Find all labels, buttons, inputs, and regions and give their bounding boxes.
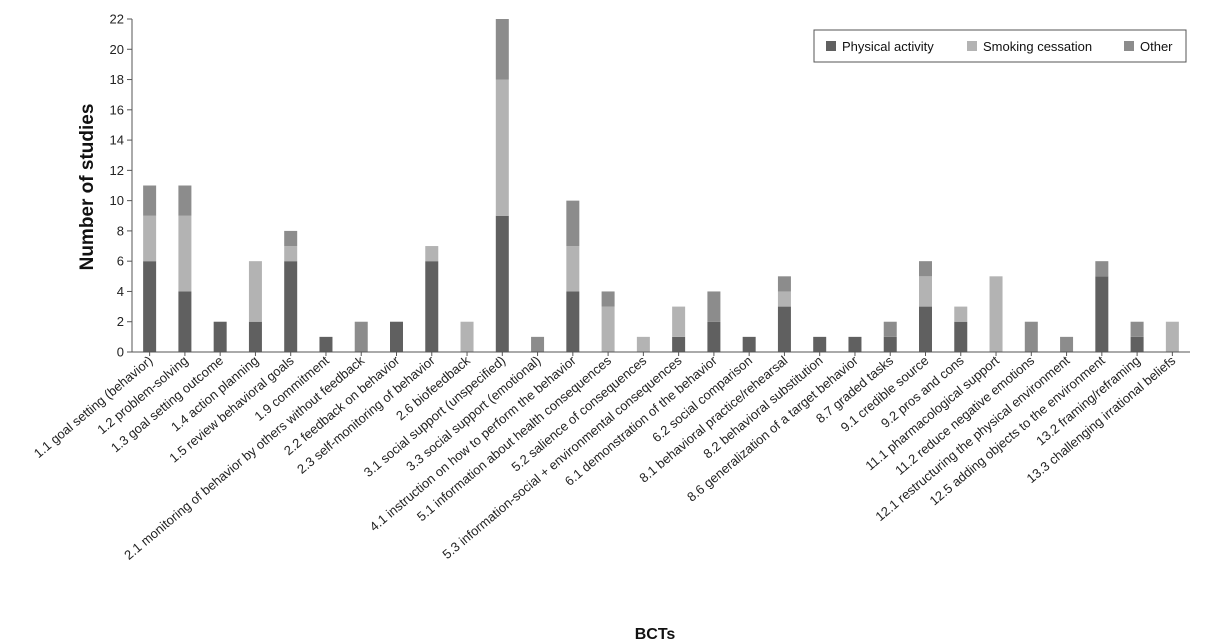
bar-segment: [601, 291, 615, 307]
y-axis-title: Number of studies: [77, 104, 98, 271]
bar-segment: [672, 306, 686, 337]
bar-segment: [1130, 321, 1144, 337]
y-tick-label: 0: [117, 345, 124, 360]
bar-segment: [143, 261, 157, 352]
bar-segment: [248, 261, 262, 322]
bar-segment: [531, 336, 545, 352]
bar-segment: [284, 230, 298, 247]
y-tick-label: 6: [117, 254, 124, 269]
bar-segment: [848, 336, 862, 352]
bar-segment: [566, 291, 580, 352]
bar-segment: [319, 336, 333, 352]
bar-segment: [636, 336, 650, 352]
legend-swatch: [826, 41, 836, 51]
bar-segment: [566, 246, 580, 292]
bar-segment: [495, 79, 509, 216]
bar-segment: [1060, 336, 1074, 352]
y-tick-label: 12: [110, 163, 124, 178]
legend-label: Physical activity: [842, 39, 934, 54]
bar-segment: [601, 306, 615, 352]
legend-swatch: [967, 41, 977, 51]
bar-segment: [919, 276, 932, 307]
y-tick-label: 4: [117, 284, 124, 299]
x-axis-category-labels: 1.1 goal setting (behavior)1.2 problem-s…: [31, 352, 1179, 562]
bar-segment: [742, 336, 756, 352]
bar-segment: [883, 336, 897, 352]
bar-segment: [460, 321, 474, 352]
axes: [131, 19, 1190, 353]
y-tick-label: 20: [110, 42, 124, 57]
bar-segment: [425, 261, 439, 352]
bar-segment: [566, 200, 580, 247]
bar-segment: [954, 306, 968, 322]
bar-segment: [919, 306, 932, 352]
bar-segment: [777, 306, 791, 352]
bar-segment: [495, 19, 509, 80]
y-tick-label: 18: [110, 72, 124, 87]
y-tick-label: 22: [110, 12, 124, 27]
legend: Physical activity Smoking cessation Other: [813, 29, 1187, 63]
bar-segment: [284, 246, 298, 262]
bar-segment: [777, 291, 791, 307]
bar-segment: [707, 291, 721, 322]
bar-segment: [707, 321, 721, 352]
bar-segment: [143, 215, 157, 262]
bar-segment: [390, 321, 403, 352]
y-tick-label: 2: [117, 314, 124, 329]
bar-segment: [248, 321, 262, 352]
legend-label: Smoking cessation: [983, 39, 1092, 54]
bar-segment: [178, 185, 192, 216]
bar-segment: [1024, 321, 1038, 352]
bar-segment: [143, 185, 157, 216]
legend-items: Physical activity Smoking cessation Other: [826, 39, 1173, 54]
bar-segment: [1130, 336, 1144, 352]
bar-segment: [989, 276, 1003, 352]
bar-segment: [954, 321, 968, 352]
bars: [143, 19, 1179, 356]
bar-segment: [883, 321, 897, 337]
bar-segment: [213, 321, 227, 352]
bar-segment: [777, 276, 791, 292]
bar-segment: [178, 291, 192, 352]
y-tick-label: 14: [110, 133, 124, 148]
bar-segment: [919, 261, 932, 277]
y-tick-label: 16: [110, 102, 124, 117]
bar-segment: [284, 261, 298, 352]
bar-segment: [1165, 321, 1179, 352]
bar-segment: [1095, 261, 1109, 277]
y-tick-label: 8: [117, 223, 124, 238]
y-axis-ticks: 0 2 4 6 8 10 12 14 16 18 20 22: [110, 12, 132, 360]
bar-segment: [495, 215, 509, 352]
legend-label: Other: [1140, 39, 1173, 54]
bar-segment: [178, 215, 192, 292]
bar-segment: [813, 336, 827, 352]
bar-segment: [672, 336, 686, 352]
bar-segment: [1095, 276, 1109, 352]
y-tick-label: 10: [110, 193, 124, 208]
bar-segment: [354, 321, 368, 352]
bar-segment: [425, 246, 439, 262]
legend-swatch: [1124, 41, 1134, 51]
x-axis-title: BCTs: [635, 626, 676, 643]
